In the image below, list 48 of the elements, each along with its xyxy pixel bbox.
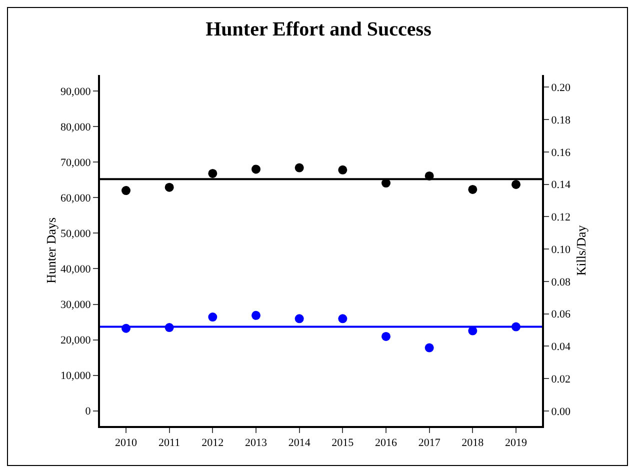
point [252, 164, 260, 174]
y2-tick-label: 0.14 [551, 179, 571, 192]
point [512, 180, 520, 189]
y2-tick-label: 0.06 [551, 308, 571, 321]
x-tick-label: 2016 [375, 437, 398, 450]
y-tick-label: 30,000 [60, 299, 92, 312]
y-tick-label: 60,000 [60, 192, 92, 204]
point [294, 314, 304, 324]
point [208, 312, 218, 322]
x-tick-label: 2010 [115, 437, 138, 450]
point [424, 343, 434, 352]
y2-tick-label: 0.18 [551, 114, 571, 126]
point [252, 310, 260, 320]
y-tick-label: 0 [85, 406, 92, 418]
point [338, 314, 348, 324]
point [122, 186, 130, 196]
point [164, 182, 174, 192]
y-tick-label: 40,000 [60, 264, 92, 276]
point [468, 184, 478, 194]
y2-tick-label: 0.00 [551, 406, 571, 418]
point [208, 168, 218, 178]
point [294, 163, 304, 172]
y2-tick-label: 0.08 [551, 276, 571, 288]
y2-tick-label: 0.16 [551, 146, 571, 159]
y-tick-label: 50,000 [60, 228, 92, 240]
y-tick-label: 90,000 [60, 86, 92, 98]
y-tick-label: 10,000 [60, 370, 92, 382]
x-tick-label: 2011 [158, 437, 180, 450]
y-tick-label: 20,000 [60, 334, 92, 347]
y2-tick-label: 0.04 [551, 341, 571, 354]
x-tick-label: 2018 [462, 437, 484, 450]
chart-title: Hunter Effort and Success [206, 18, 432, 40]
y-tick-label: 70,000 [60, 156, 92, 169]
x-tick-label: 2017 [418, 437, 441, 450]
x-tick-label: 2012 [202, 437, 224, 450]
y2-tick-label: 0.02 [551, 373, 570, 386]
y2-tick-label: 0.20 [551, 82, 571, 94]
y2-tick-label: 0.10 [551, 244, 571, 256]
point [338, 165, 348, 174]
x-tick-label: 2013 [245, 437, 268, 450]
y2-tick-label: 0.12 [551, 212, 570, 224]
x-tick-label: 2019 [505, 437, 528, 450]
y2-axis-title: Kills/Day [574, 224, 588, 276]
y-axis-title: Hunter Days [44, 217, 59, 284]
x-tick-label: 2015 [332, 437, 354, 450]
y-tick-label: 80,000 [60, 121, 92, 134]
point [382, 332, 390, 341]
x-tick-label: 2014 [288, 437, 311, 450]
